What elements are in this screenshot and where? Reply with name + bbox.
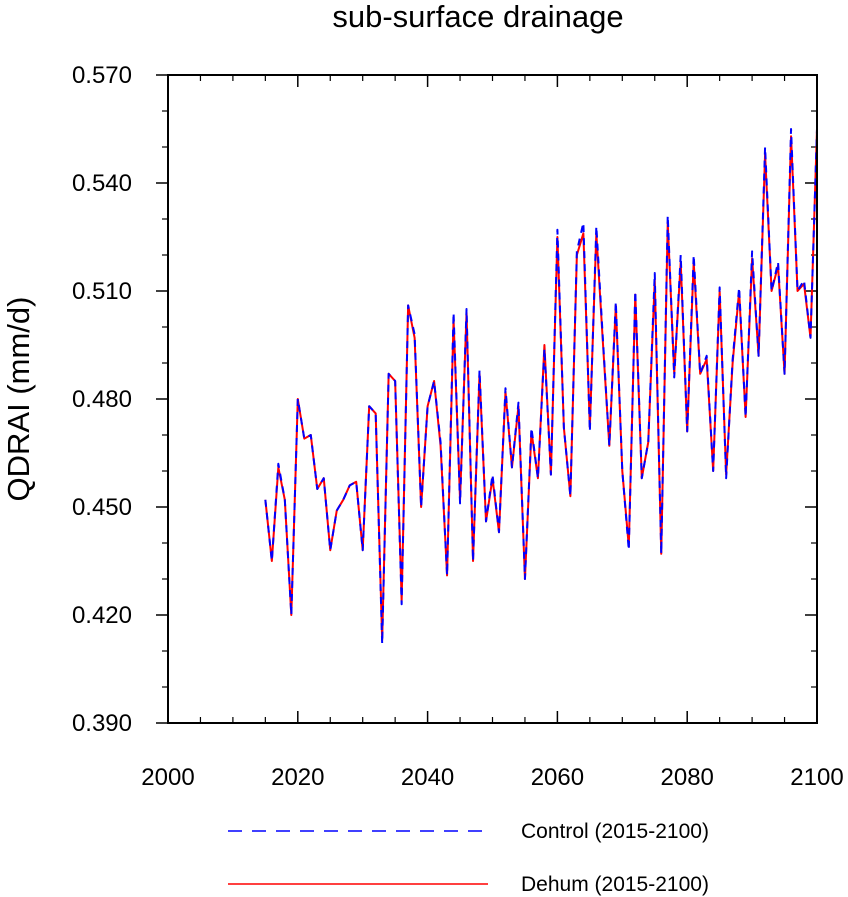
y-tick-label: 0.540	[72, 170, 132, 197]
y-tick-label: 0.390	[72, 710, 132, 737]
x-tick-label: 2020	[271, 764, 324, 791]
axis-ticks	[156, 74, 818, 724]
y-tick-label: 0.450	[72, 494, 132, 521]
chart-title: sub-surface drainage	[332, 0, 623, 34]
x-tick-label: 2000	[141, 764, 194, 791]
x-tick-label: 2040	[401, 764, 454, 791]
x-tick-label: 2080	[661, 764, 714, 791]
y-axis-label: QDRAI (mm/d)	[1, 297, 36, 502]
legend-label-control: Control (2015-2100)	[521, 820, 709, 843]
plot-area	[156, 74, 818, 724]
x-tick-label: 2100	[790, 764, 843, 791]
tick-labels: 2000 2020 2040 2060 2080 2100 0.390 0.420 0.450 0…	[72, 62, 844, 791]
legend-label-dehum: Dehum (2015-2100)	[521, 873, 709, 896]
y-tick-label: 0.480	[72, 386, 132, 413]
y-tick-label: 0.510	[72, 278, 132, 305]
y-tick-label: 0.420	[72, 602, 132, 629]
series-layer	[264, 128, 818, 645]
x-tick-label: 2060	[531, 764, 584, 791]
series-line-dehum	[264, 128, 818, 642]
series-line-control	[264, 128, 818, 645]
legend: Control (2015-2100) Dehum (2015-2100)	[228, 820, 709, 896]
plot-frame	[167, 74, 818, 724]
y-tick-label: 0.570	[72, 62, 132, 89]
